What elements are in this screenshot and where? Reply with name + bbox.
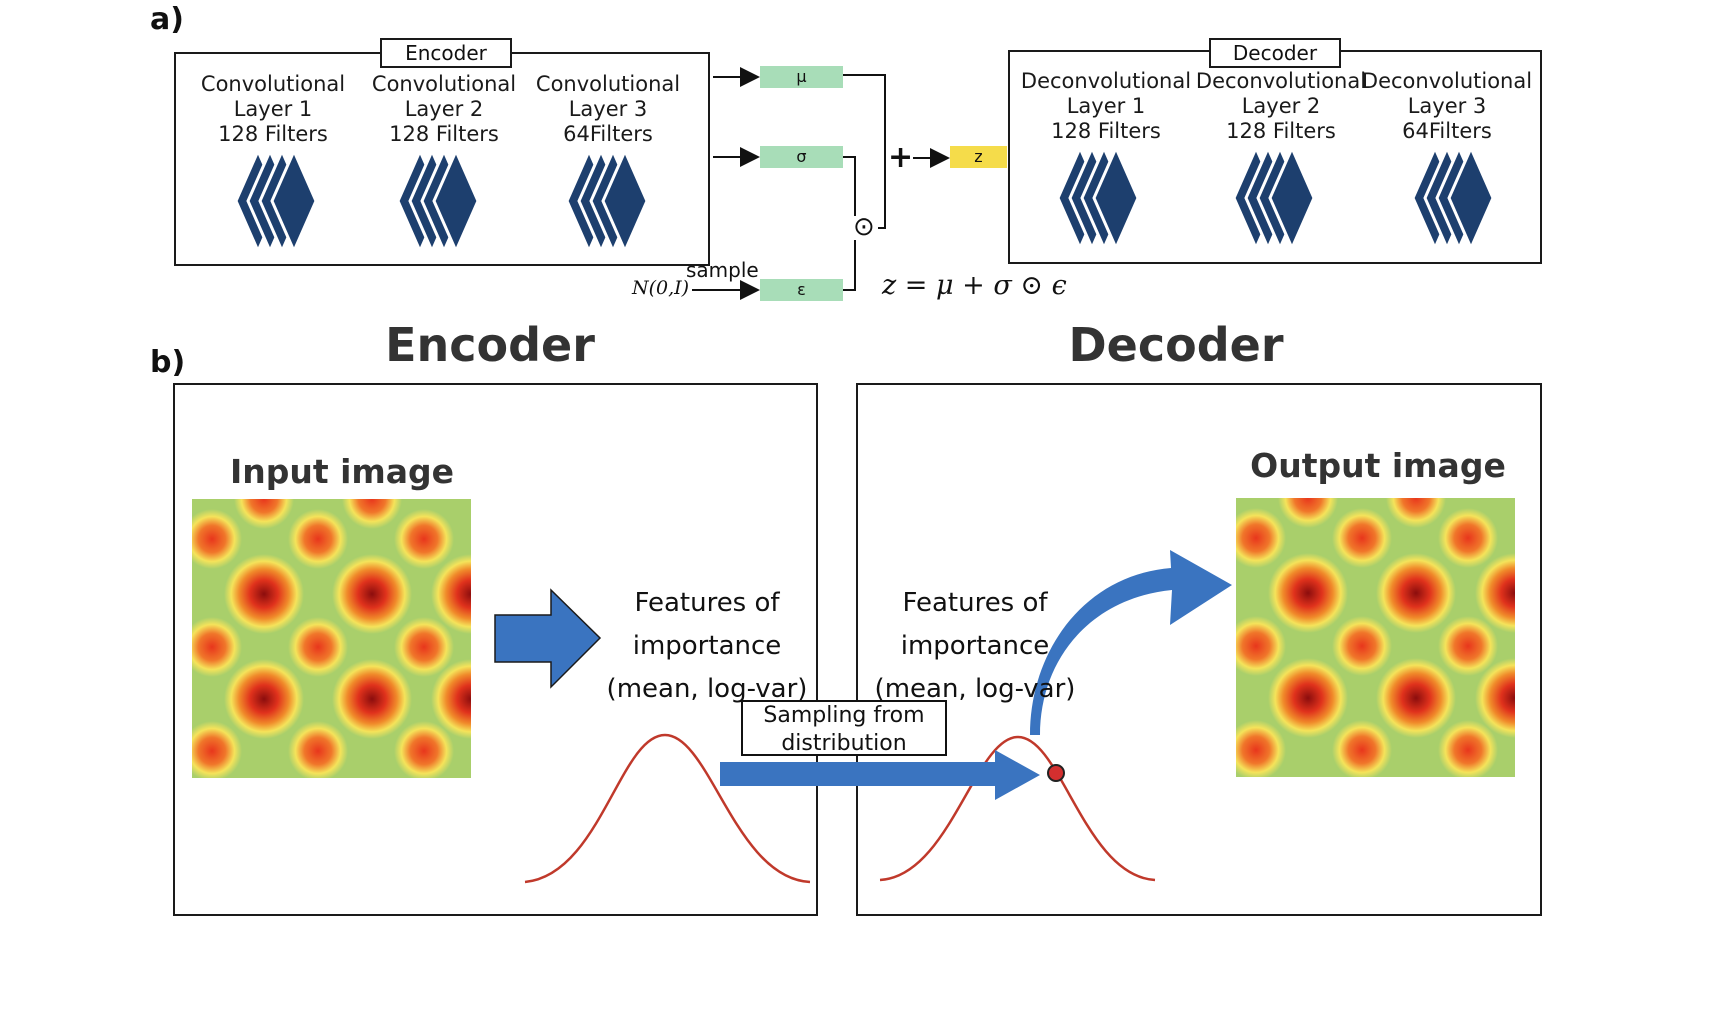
mu-node: μ (760, 66, 843, 88)
heatmap-blob (1278, 498, 1338, 528)
plus-operator: + (888, 140, 914, 175)
filter-layer-shape (432, 147, 480, 255)
filter-layer-shape (270, 147, 318, 255)
sigma-connector (843, 156, 856, 216)
sampling-arrow (720, 750, 1040, 800)
heatmap-blob (394, 617, 454, 677)
heatmap-peak (1475, 553, 1515, 633)
panel-a-label: a) (150, 2, 184, 37)
heatmap-peak (1268, 658, 1348, 738)
heatmap-blob (288, 509, 348, 569)
hadamard-operator: ⊙ (853, 212, 875, 242)
filter-stack-icon (396, 147, 480, 255)
features-text-left: Features of importance (mean, log-var) (606, 588, 808, 704)
encode-arrow (494, 588, 602, 689)
heatmap-blob (394, 721, 454, 778)
encoder-heading: Encoder (385, 318, 595, 372)
epsilon-node: ε (760, 279, 843, 301)
heatmap-peak (1376, 658, 1456, 738)
heatmap-blob (394, 509, 454, 569)
decoder-layer-2-label: Deconvolutional Layer 2 128 Filters (1195, 69, 1367, 143)
heatmap-blob (234, 499, 294, 529)
input-heatmap-image (192, 499, 471, 778)
decoder-panel (856, 383, 1542, 916)
decoder-layer-3-label: Deconvolutional Layer 3 64Filters (1361, 69, 1533, 143)
encoder-box-title: Encoder (380, 38, 512, 68)
encoder-layer-3-label: Convolutional Layer 3 64Filters (535, 72, 681, 146)
filter-stack-icon (565, 147, 649, 255)
input-image-title: Input image (229, 452, 455, 491)
encoder-layer-2-label: Convolutional Layer 2 128 Filters (371, 72, 517, 146)
heatmap-blob (192, 721, 242, 778)
heatmap-peak (1376, 553, 1456, 633)
heatmap-peak (224, 659, 304, 739)
filter-layer-shape (1092, 144, 1140, 252)
filter-layer-shape (1447, 144, 1495, 252)
sampled-point (1047, 764, 1065, 782)
filter-stack-icon (1232, 144, 1316, 252)
mu-connector (843, 74, 886, 229)
latent-connectors (692, 67, 950, 300)
heatmap-peak (431, 554, 471, 634)
heatmap-peak (431, 659, 471, 739)
encoder-panel (173, 383, 818, 916)
heatmap-blob (288, 721, 348, 778)
heatmap-blob (1332, 616, 1392, 676)
encoder-layer-1-label: Convolutional Layer 1 128 Filters (200, 72, 346, 146)
reparameterization-equation: z = μ + σ ⊙ ϵ (882, 270, 1067, 301)
decode-curved-arrow (1030, 550, 1232, 735)
filter-layer-shape (1268, 144, 1316, 252)
noise-distribution-label: N(0,I) (632, 277, 690, 299)
heatmap-blob (1332, 720, 1392, 777)
decoder-layer-1-label: Deconvolutional Layer 1 128 Filters (1020, 69, 1192, 143)
features-text-right: Features of importance (mean, log-var) (874, 588, 1076, 704)
heatmap-blob (192, 509, 242, 569)
heatmap-blob (1332, 508, 1392, 568)
filter-layer-shape (601, 147, 649, 255)
heatmap-blob (1438, 508, 1498, 568)
heatmap-blob (1236, 616, 1286, 676)
epsilon-connector (843, 240, 856, 291)
heatmap-peak (1475, 658, 1515, 738)
heatmap-blob (1236, 508, 1286, 568)
latent-distribution-curve-right (879, 735, 1156, 882)
heatmap-blob (1438, 616, 1498, 676)
z-node: z (950, 146, 1007, 168)
heatmap-peak (332, 659, 412, 739)
heatmap-blob (1236, 720, 1286, 777)
heatmap-blob (192, 617, 242, 677)
sigma-node: σ (760, 146, 843, 168)
decoder-heading: Decoder (1068, 318, 1284, 372)
filter-stack-icon (1056, 144, 1140, 252)
sample-label: sample (686, 258, 759, 282)
output-heatmap-image (1236, 498, 1515, 777)
panel-b-label: b) (150, 345, 186, 380)
heatmap-blob (288, 617, 348, 677)
heatmap-peak (332, 554, 412, 634)
heatmap-blob (342, 499, 402, 529)
output-image-title: Output image (1250, 446, 1506, 485)
heatmap-peak (224, 554, 304, 634)
filter-stack-icon (234, 147, 318, 255)
latent-distribution-curve-left (524, 733, 811, 884)
decoder-box-title: Decoder (1209, 38, 1341, 68)
filter-stack-icon (1411, 144, 1495, 252)
sampling-label-box: Sampling from distribution (741, 700, 947, 756)
heatmap-blob (1386, 498, 1446, 528)
heatmap-peak (1268, 553, 1348, 633)
heatmap-blob (1438, 720, 1498, 777)
